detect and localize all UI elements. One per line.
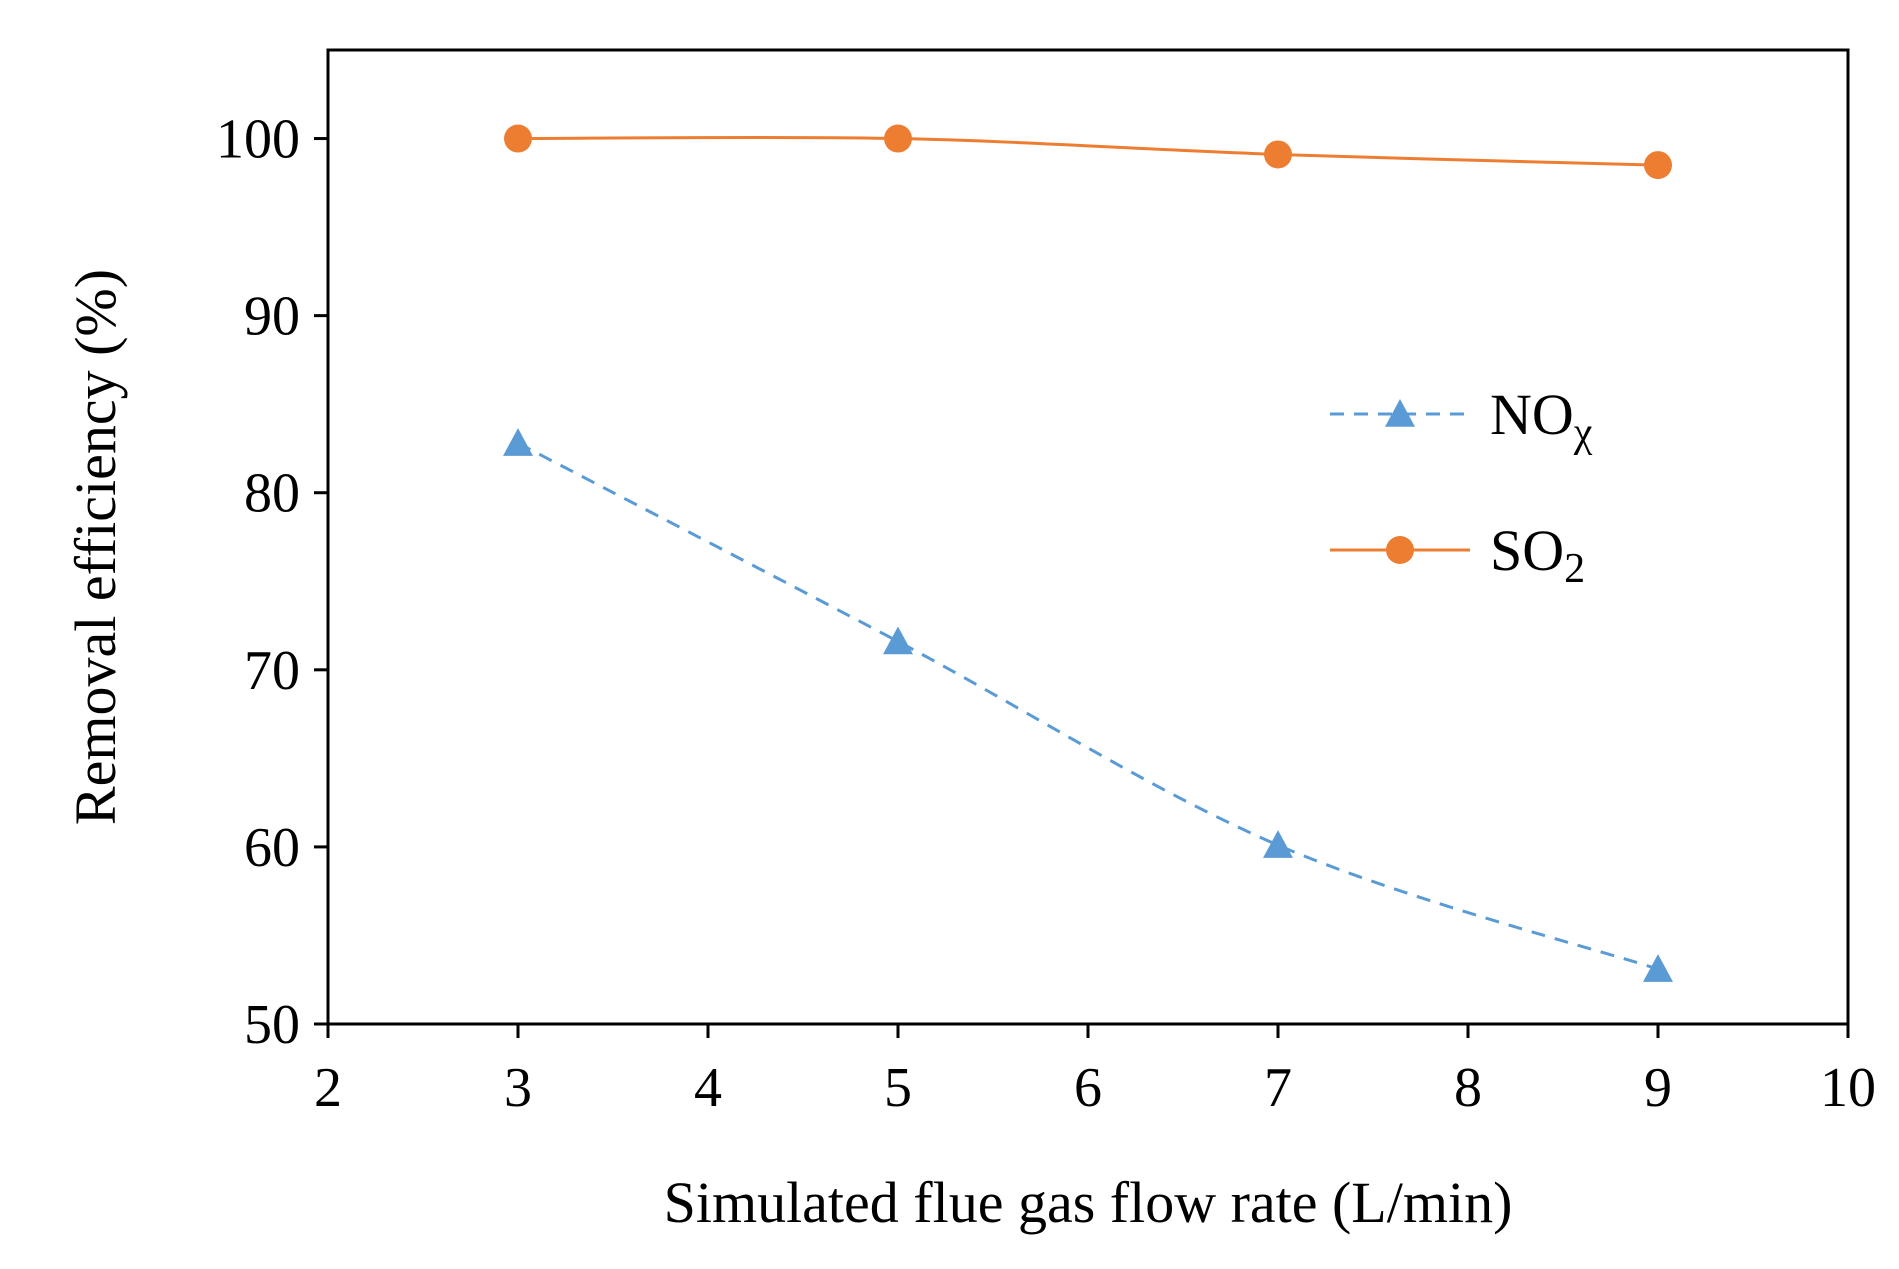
x-tick-label: 5 xyxy=(884,1057,912,1119)
legend: NOχ SO2 xyxy=(1330,382,1593,592)
x-tick-label: 9 xyxy=(1644,1057,1672,1119)
data-point-so2 xyxy=(1264,140,1292,169)
series-nox xyxy=(503,428,1673,982)
x-tick-label: 4 xyxy=(694,1057,722,1119)
legend-marker-nox xyxy=(1385,399,1415,427)
legend-label-subscript: χ xyxy=(1573,410,1593,456)
x-tick-label: 6 xyxy=(1074,1057,1102,1119)
legend-marker-so2 xyxy=(1386,536,1414,564)
y-axis: 50 60 70 80 90 100 xyxy=(216,109,328,1056)
legend-label-main: NO xyxy=(1490,382,1574,447)
data-point-so2 xyxy=(504,124,532,153)
y-tick-label: 60 xyxy=(244,817,300,879)
data-point-so2 xyxy=(1644,151,1672,180)
series-layer xyxy=(503,124,1673,982)
data-point-nox xyxy=(883,626,913,655)
data-point-nox xyxy=(1263,830,1293,858)
x-axis-title: Simulated flue gas flow rate (L/min) xyxy=(664,1170,1513,1235)
data-point-nox xyxy=(1643,954,1673,982)
y-tick-label: 100 xyxy=(216,109,300,171)
legend-label-so2: SO2 xyxy=(1490,518,1585,592)
y-axis-title: Removal efficiency (%) xyxy=(63,269,128,825)
legend-label-subscript: 2 xyxy=(1564,546,1585,592)
x-tick-label: 7 xyxy=(1264,1057,1292,1119)
series-so2 xyxy=(504,124,1672,180)
y-tick-label: 70 xyxy=(244,640,300,702)
y-tick-label: 80 xyxy=(244,463,300,525)
series-line-nox xyxy=(517,441,1659,971)
plot-area xyxy=(326,48,1850,1026)
legend-entry-nox: NOχ xyxy=(1330,382,1593,456)
x-tick-label: 2 xyxy=(314,1057,342,1119)
series-line-so2 xyxy=(517,135,1659,167)
legend-label-main: SO xyxy=(1490,518,1564,583)
data-point-nox xyxy=(503,428,533,456)
y-tick-label: 50 xyxy=(244,994,300,1056)
x-tick-label: 8 xyxy=(1454,1057,1482,1119)
legend-entry-so2: SO2 xyxy=(1330,518,1585,592)
x-tick-label: 3 xyxy=(504,1057,532,1119)
x-tick-label: 10 xyxy=(1820,1057,1876,1119)
plot-frame xyxy=(326,48,1850,1026)
legend-label-nox: NOχ xyxy=(1490,382,1593,456)
y-tick-label: 90 xyxy=(244,286,300,348)
x-axis: 2 3 4 5 6 7 8 9 10 xyxy=(314,1024,1876,1119)
data-point-so2 xyxy=(884,124,912,153)
